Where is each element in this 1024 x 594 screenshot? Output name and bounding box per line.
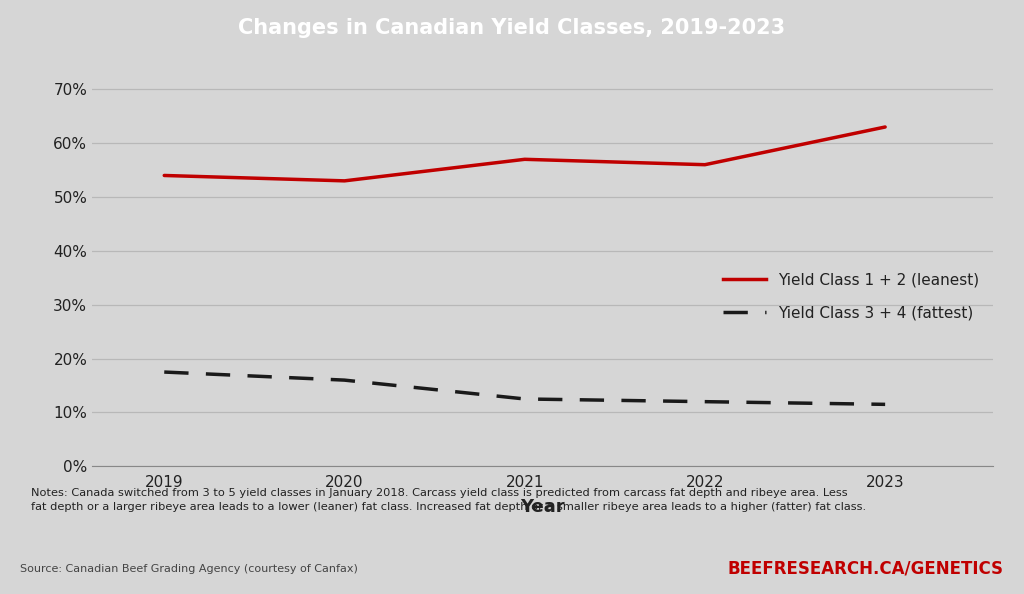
Text: Notes: Canada switched from 3 to 5 yield classes in January 2018. Carcass yield : Notes: Canada switched from 3 to 5 yield… (31, 488, 866, 512)
Legend: Yield Class 1 + 2 (leanest), Yield Class 3 + 4 (fattest): Yield Class 1 + 2 (leanest), Yield Class… (717, 266, 986, 327)
Text: Source: Canadian Beef Grading Agency (courtesy of Canfax): Source: Canadian Beef Grading Agency (co… (20, 564, 358, 574)
Text: BEEFRESEARCH.CA/GENETICS: BEEFRESEARCH.CA/GENETICS (727, 560, 1004, 578)
X-axis label: Year: Year (520, 498, 565, 516)
Text: Changes in Canadian Yield Classes, 2019-2023: Changes in Canadian Yield Classes, 2019-… (239, 18, 785, 38)
